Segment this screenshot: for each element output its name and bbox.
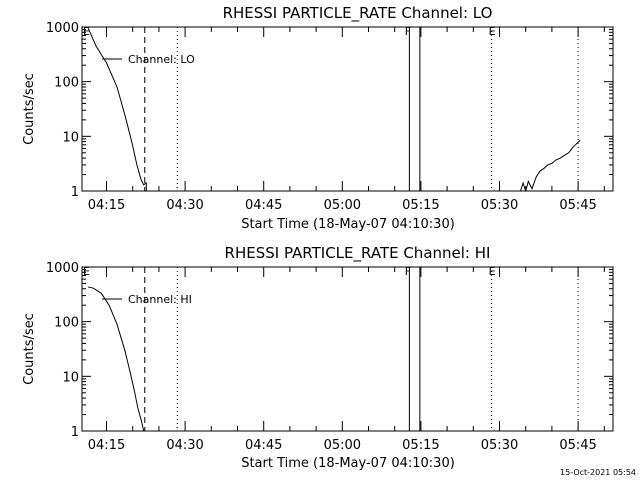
series-line (88, 286, 145, 431)
x-tick-label: 05:45 (559, 438, 596, 453)
y-tick-label: 1 (71, 185, 79, 200)
data-layer (87, 27, 581, 191)
series-line (520, 139, 581, 191)
y-tick-label: 10 (62, 370, 79, 385)
x-tick-label: 04:30 (166, 198, 203, 213)
x-axis-label: Start Time (18-May-07 04:10:30) (241, 217, 455, 232)
y-axis-label: Counts/sec (22, 313, 37, 385)
event-marker-label: E (489, 265, 496, 278)
x-axis-label: Start Time (18-May-07 04:10:30) (241, 456, 455, 471)
chart-title: RHESSI PARTICLE_RATE Channel: LO (223, 4, 493, 23)
x-tick-label: 05:00 (324, 438, 361, 453)
chart-panel-lo: RHESSI PARTICLE_RATE Channel: LO 1 10 100 10… (22, 4, 614, 232)
chart-panel-hi: RHESSI PARTICLE_RATE Channel: HI 1 10 100 10… (22, 244, 614, 471)
x-tick-label: 04:45 (245, 198, 282, 213)
x-tick-label: 05:00 (324, 198, 361, 213)
event-marker-label: F (405, 265, 411, 278)
x-tick-label: 05:15 (402, 438, 439, 453)
y-axis-label: Counts/sec (22, 73, 37, 145)
y-tick-label: 1000 (46, 21, 79, 36)
y-tick-label: 10 (62, 130, 79, 145)
event-marker-label: F (405, 25, 411, 38)
x-tick-label: 05:45 (559, 198, 596, 213)
event-marker-label: E (83, 25, 90, 38)
y-tick-label: 1000 (46, 261, 79, 276)
legend-label: Channel: HI (128, 293, 192, 306)
series-line (87, 27, 150, 191)
event-marker-label: E (489, 25, 496, 38)
plot-frame (81, 26, 614, 192)
x-tick-label: 04:30 (166, 438, 203, 453)
data-layer (88, 267, 579, 431)
plot-frame (81, 266, 614, 432)
event-marker-label: E (83, 265, 90, 278)
x-tick-label: 04:15 (88, 198, 125, 213)
y-tick-label: 100 (54, 76, 79, 91)
chart-title: RHESSI PARTICLE_RATE Channel: HI (225, 244, 491, 263)
y-tick-label: 100 (54, 316, 79, 331)
y-tick-label: 1 (71, 425, 79, 440)
x-tick-label: 04:45 (245, 438, 282, 453)
x-tick-label: 04:15 (88, 438, 125, 453)
x-tick-label: 05:30 (481, 438, 518, 453)
x-tick-label: 05:15 (402, 198, 439, 213)
x-tick-label: 05:30 (481, 198, 518, 213)
generation-timestamp: 15-Oct-2021 05:54 (560, 468, 636, 477)
legend-label: Channel: LO (128, 53, 195, 66)
